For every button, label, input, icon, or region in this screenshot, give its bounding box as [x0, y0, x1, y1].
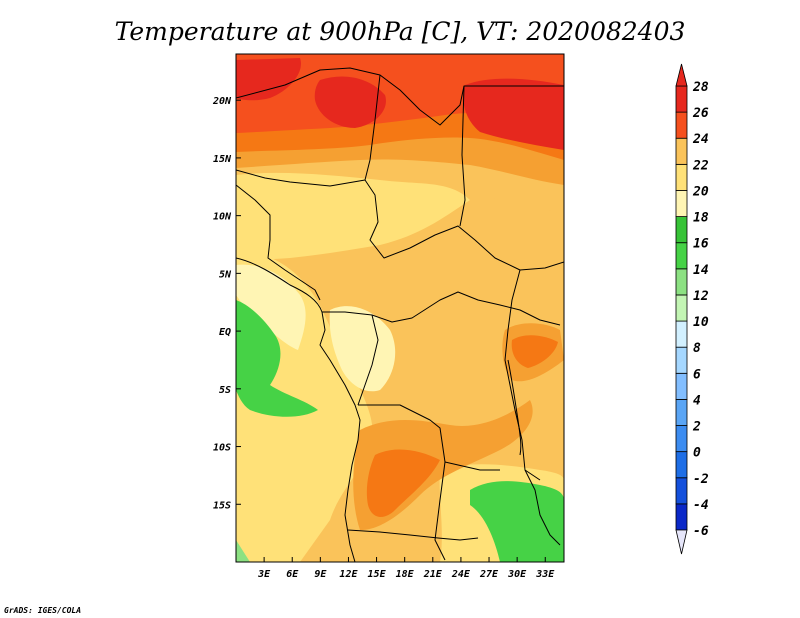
lon-tick-label: 21E — [423, 569, 443, 580]
colorbar-band — [675, 346, 688, 374]
lon-tick-label: 15E — [368, 569, 387, 580]
border-lake-tanganyika — [507, 359, 522, 456]
border-angola-namibia — [347, 529, 479, 541]
colorbar-label: -6 — [693, 524, 709, 539]
grads-credit: GrADS: IGES/COLA — [4, 606, 81, 615]
longitude-axis: 3E 6E 9E 12E 15E 18E 21E 24E 27E 30E 33E — [257, 557, 555, 580]
colorbar-label: 6 — [693, 367, 701, 382]
colorbar-label: -2 — [693, 472, 709, 487]
plot-frame — [235, 53, 565, 563]
lon-tick-label: 18E — [396, 569, 415, 580]
lon-tick-label: 24E — [451, 569, 471, 580]
field-cool-southeast — [470, 481, 564, 562]
colorbar-band — [675, 477, 688, 505]
border-east-africa — [504, 269, 541, 481]
coast-gulf-guinea — [236, 257, 361, 562]
border-west-africa — [236, 184, 321, 301]
field-band-18-congo — [329, 306, 396, 392]
lon-tick-label: 27E — [479, 569, 499, 580]
field-band-26-south — [366, 449, 440, 517]
field-band-28-north — [236, 54, 564, 133]
colorbar-band — [675, 242, 688, 270]
field-cool-atlantic — [236, 300, 318, 417]
colorbar-band — [675, 294, 688, 322]
colorbar-band — [675, 85, 688, 113]
lat-tick-label: 10N — [213, 212, 232, 223]
field-band-26-lakes — [511, 335, 558, 368]
colorbar-band — [675, 111, 688, 139]
map-title: Temperature at 900hPa [C], VT: 202008240… — [115, 17, 686, 46]
colorbar-label: 20 — [692, 184, 709, 199]
colorbar-label: 28 — [692, 80, 709, 95]
colorbar-label: 8 — [693, 341, 701, 356]
lat-tick-label: 5S — [219, 385, 231, 396]
border-central-africa — [322, 291, 561, 326]
colorbar-band — [675, 216, 688, 244]
latitude-axis: 20N 15N 10N 5N EQ 5S 10S 15S — [212, 96, 241, 511]
border-chad — [364, 74, 381, 181]
colorbar-band — [675, 372, 688, 400]
colorbar-band — [675, 399, 688, 426]
lon-tick-label: 30E — [507, 569, 527, 580]
lat-tick-label: 20N — [212, 96, 232, 107]
lat-tick-label: 15N — [213, 154, 232, 165]
border-angola-drc — [358, 404, 500, 471]
field-band-30-core-east — [463, 78, 564, 150]
colorbar-label: 2 — [692, 420, 701, 435]
lon-tick-label: 6E — [286, 569, 299, 580]
colorbar-label: 24 — [692, 132, 709, 147]
colorbar-label: 4 — [693, 393, 701, 408]
colorbar-band — [675, 190, 688, 217]
lat-tick-label: 15S — [213, 500, 231, 511]
country-borders — [236, 67, 564, 562]
colorbar-label: 0 — [693, 446, 701, 461]
colorbar-band — [675, 163, 688, 191]
border-sahel — [236, 169, 564, 271]
field-cool-corner — [236, 540, 250, 562]
colorbar-label: 10 — [693, 315, 709, 330]
border-north-africa — [236, 67, 564, 126]
field-band-30-core-west — [236, 58, 301, 101]
lon-tick-label: 9E — [314, 569, 327, 580]
temperature-field — [236, 54, 564, 562]
lon-tick-label: 3E — [257, 569, 271, 580]
colorbar-band — [675, 425, 688, 453]
field-band-18-gulf — [236, 264, 306, 350]
lat-tick-label: EQ — [219, 327, 231, 338]
lon-tick-label: 12E — [339, 569, 358, 580]
border-congo — [357, 314, 379, 406]
colorbar-band — [675, 503, 688, 531]
border-nile — [459, 85, 466, 227]
border-malawi — [524, 469, 561, 546]
colorbar-label: -4 — [693, 498, 709, 513]
colorbar-band — [675, 451, 688, 479]
colorbar-label: 12 — [693, 289, 709, 304]
border-zambia — [434, 461, 446, 561]
colorbar-label: 18 — [693, 211, 709, 226]
colorbar-top-arrow — [675, 63, 688, 87]
lat-tick-label: 5N — [219, 269, 232, 280]
lat-tick-label: 10S — [213, 443, 231, 454]
colorbar-label: 22 — [692, 158, 709, 173]
colorbar-band — [675, 137, 688, 165]
colorbar-label: 14 — [693, 263, 709, 278]
colorbar-band — [675, 320, 688, 348]
colorbar-label: 26 — [692, 106, 709, 121]
colorbar-label: 16 — [693, 237, 709, 252]
colorbar-band — [675, 268, 688, 296]
field-band-30-core-center — [314, 76, 386, 128]
colorbar-bottom-arrow — [675, 529, 688, 555]
lon-tick-label: 33E — [535, 569, 555, 580]
field-band-20-north — [236, 172, 470, 262]
